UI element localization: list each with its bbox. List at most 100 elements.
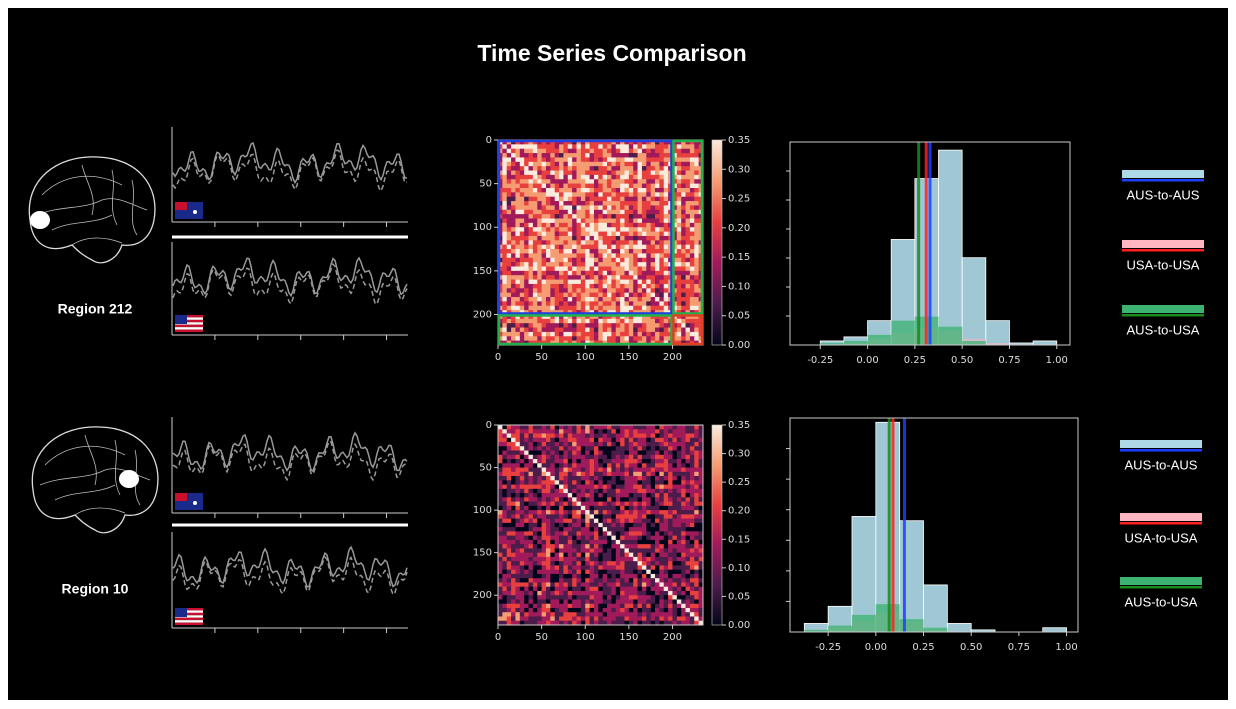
heatmap-cell: [507, 438, 512, 443]
heatmap-cell: [655, 582, 660, 587]
heatmap-cell: [690, 429, 695, 434]
heatmap-cell: [498, 587, 503, 592]
histogram-bar: [939, 327, 963, 345]
heatmap-cell: [515, 323, 520, 328]
heatmap-cell: [537, 485, 542, 490]
heatmap-cell: [563, 544, 568, 549]
heatmap-cell: [590, 332, 595, 337]
heatmap-cell: [555, 553, 560, 558]
heatmap-cell: [568, 523, 573, 528]
heatmap-cell: [624, 570, 629, 575]
heatmap-cell: [594, 485, 599, 490]
heatmap-cell: [638, 489, 643, 494]
heatmap-cell: [664, 463, 669, 468]
heatmap-cell: [651, 480, 656, 485]
heatmap-cell: [638, 608, 643, 613]
heatmap-cell: [559, 451, 564, 456]
heatmap-cell: [651, 485, 656, 490]
heatmap-cell: [563, 188, 568, 193]
heatmap-cell: [594, 245, 599, 250]
heatmap-cell: [590, 599, 595, 604]
heatmap-cell: [642, 540, 647, 545]
heatmap-cell: [590, 223, 595, 228]
heatmap-cell: [533, 565, 538, 570]
heatmap-cell: [646, 604, 651, 609]
heatmap-cell: [515, 197, 520, 202]
heatmap-cell: [524, 332, 529, 337]
heatmap-cell: [524, 570, 529, 575]
heatmap-cell: [555, 497, 560, 502]
heatmap-cell: [651, 223, 656, 228]
heatmap-cell: [546, 245, 551, 250]
heatmap-cell: [511, 188, 516, 193]
heatmap-cell: [672, 472, 677, 477]
heatmap-cell: [624, 497, 629, 502]
heatmap-cell: [607, 210, 612, 215]
heatmap-cell: [672, 587, 677, 592]
heatmap-cell: [668, 536, 673, 541]
heatmap-cell: [498, 544, 503, 549]
heatmap-cell: [686, 197, 691, 202]
heatmap-cell: [502, 578, 507, 583]
heatmap-cell: [524, 459, 529, 464]
x-tick-label: 1.00: [1046, 355, 1068, 366]
heatmap-cell: [585, 188, 590, 193]
heatmap-cell: [690, 171, 695, 176]
heatmap-cell: [585, 616, 590, 621]
heatmap-cell: [651, 210, 656, 215]
heatmap-cell: [655, 271, 660, 276]
heatmap-cell: [616, 284, 621, 289]
heatmap-cell: [638, 288, 643, 293]
heatmap-cell: [550, 297, 555, 302]
heatmap-cell: [533, 429, 538, 434]
heatmap-cell: [590, 249, 595, 254]
heatmap-cell: [655, 497, 660, 502]
heatmap-cell: [577, 446, 582, 451]
heatmap-cell: [603, 616, 608, 621]
heatmap-cell: [677, 434, 682, 439]
heatmap-cell: [546, 578, 551, 583]
heatmap-cell: [694, 599, 699, 604]
heatmap-cell: [585, 536, 590, 541]
heatmap-cell: [603, 188, 608, 193]
heatmap-cell: [507, 451, 512, 456]
heatmap-cell: [546, 223, 551, 228]
heatmap-cell: [633, 153, 638, 158]
heatmap-cell: [598, 184, 603, 189]
heatmap-cell: [598, 442, 603, 447]
heatmap-cell: [633, 446, 638, 451]
heatmap-cell: [502, 565, 507, 570]
heatmap-cell: [507, 227, 512, 232]
heatmap-cell: [546, 175, 551, 180]
heatmap-cell: [520, 463, 525, 468]
heatmap-cell: [542, 266, 547, 271]
heatmap-cell: [533, 219, 538, 224]
heatmap-cell: [568, 157, 573, 162]
heatmap-cell: [563, 612, 568, 617]
heatmap-cell: [546, 446, 551, 451]
heatmap-cell: [672, 612, 677, 617]
heatmap-cell: [607, 323, 612, 328]
heatmap-cell: [638, 201, 643, 206]
heatmap-cell: [620, 297, 625, 302]
heatmap-cell: [524, 548, 529, 553]
heatmap-cell: [581, 166, 586, 171]
heatmap-cell: [651, 438, 656, 443]
heatmap-cell: [607, 240, 612, 245]
heatmap-cell: [507, 149, 512, 154]
heatmap-cell: [681, 548, 686, 553]
heatmap-cell: [690, 280, 695, 285]
heatmap-cell: [659, 442, 664, 447]
heatmap-cell: [581, 280, 586, 285]
heatmap-cell: [563, 192, 568, 197]
heatmap-cell: [607, 253, 612, 258]
heatmap-cell: [677, 319, 682, 324]
heatmap-cell: [585, 184, 590, 189]
heatmap-cell: [563, 480, 568, 485]
heatmap-cell: [511, 249, 516, 254]
heatmap-cell: [594, 451, 599, 456]
heatmap-cell: [616, 595, 621, 600]
heatmap-cell: [585, 210, 590, 215]
heatmap-cell: [686, 280, 691, 285]
heatmap-cell: [542, 425, 547, 430]
